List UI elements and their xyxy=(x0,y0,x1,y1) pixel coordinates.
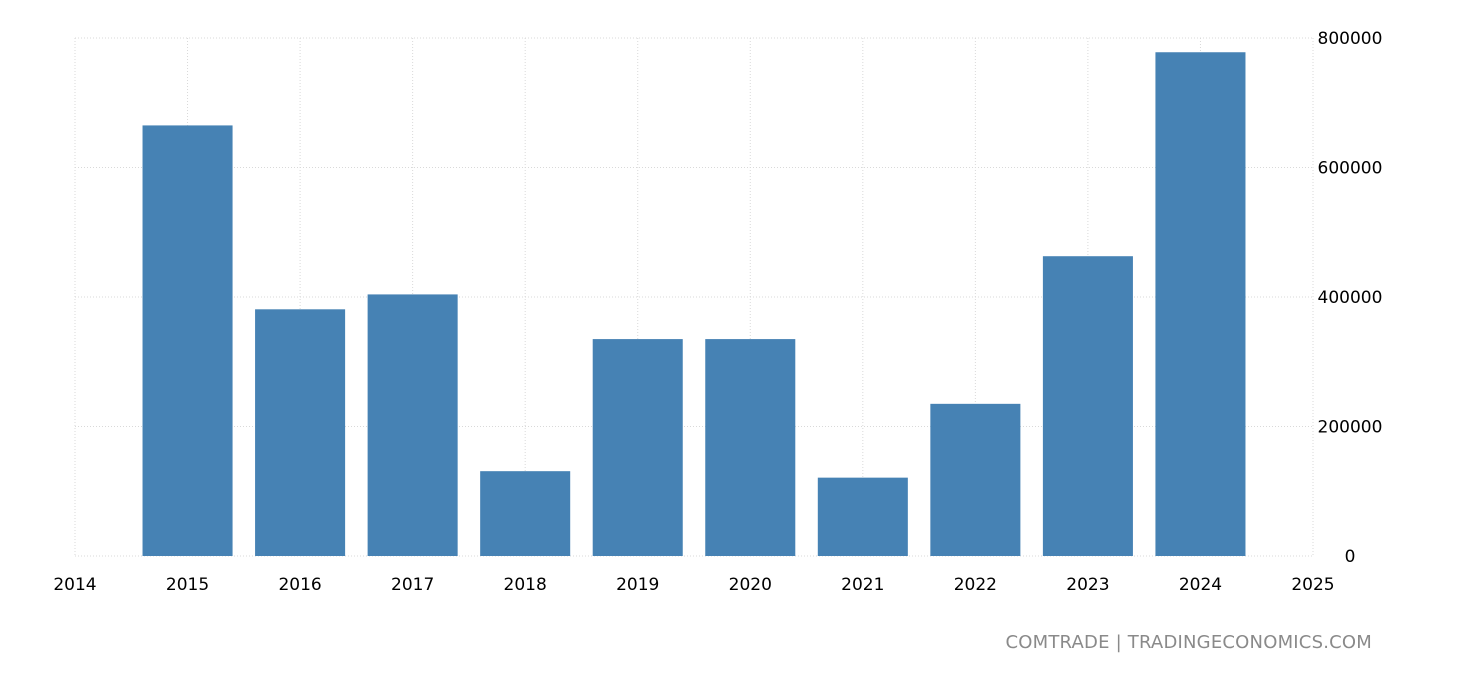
bar-2016 xyxy=(255,309,346,556)
bar-2018 xyxy=(480,471,571,556)
x-tick-label: 2020 xyxy=(729,575,772,595)
x-tick-label: 2022 xyxy=(954,575,997,595)
x-tick-label: 2015 xyxy=(166,575,209,595)
y-tick-label: 0 xyxy=(1345,547,1356,567)
y-tick-label: 400000 xyxy=(1318,288,1383,308)
x-tick-label: 2017 xyxy=(391,575,434,595)
x-tick-label: 2023 xyxy=(1066,575,1109,595)
x-tick-label: 2016 xyxy=(278,575,321,595)
bar-2021 xyxy=(817,477,908,556)
y-tick-label: 200000 xyxy=(1318,418,1383,438)
bar-2023 xyxy=(1042,256,1133,556)
bar-2024 xyxy=(1155,52,1246,557)
x-tick-label: 2019 xyxy=(616,575,659,595)
x-tick-label: 2025 xyxy=(1291,575,1334,595)
x-tick-label: 2014 xyxy=(53,575,96,595)
bar-2022 xyxy=(930,403,1021,556)
bar-2015 xyxy=(142,125,233,556)
x-tick-label: 2021 xyxy=(841,575,884,595)
x-tick-label: 2024 xyxy=(1179,575,1222,595)
bar-2020 xyxy=(705,339,796,556)
y-tick-label: 600000 xyxy=(1318,159,1383,179)
source-label: COMTRADE | TRADINGECONOMICS.COM xyxy=(1005,632,1372,653)
bar-2019 xyxy=(592,339,683,556)
bar-2017 xyxy=(367,294,458,556)
x-tick-label: 2018 xyxy=(504,575,547,595)
y-tick-label: 800000 xyxy=(1318,29,1383,49)
